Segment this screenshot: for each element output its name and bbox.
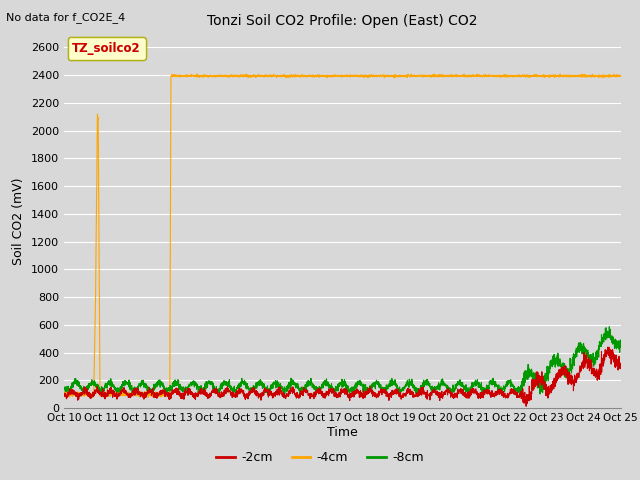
- Legend: -2cm, -4cm, -8cm: -2cm, -4cm, -8cm: [211, 446, 429, 469]
- -8cm: [60, 386, 68, 392]
- -8cm: [606, 333, 614, 339]
- -8cm: [605, 324, 613, 330]
- Text: No data for f_CO2E_4: No data for f_CO2E_4: [6, 12, 125, 23]
- -2cm: [605, 344, 612, 350]
- -4cm: [60, 394, 68, 399]
- Line: -8cm: -8cm: [64, 327, 621, 396]
- -4cm: [145, 395, 152, 400]
- Legend: TZ_soilco2: TZ_soilco2: [68, 37, 146, 60]
- Title: Tonzi Soil CO2 Profile: Open (East) CO2: Tonzi Soil CO2 Profile: Open (East) CO2: [207, 14, 477, 28]
- Line: -2cm: -2cm: [64, 347, 621, 406]
- -8cm: [157, 381, 164, 386]
- Line: -4cm: -4cm: [64, 74, 621, 397]
- -8cm: [546, 361, 554, 367]
- -8cm: [274, 379, 282, 385]
- -4cm: [124, 392, 131, 398]
- -2cm: [124, 391, 131, 396]
- -2cm: [60, 392, 68, 397]
- -4cm: [298, 72, 306, 78]
- -8cm: [124, 381, 131, 386]
- -2cm: [606, 348, 614, 353]
- -2cm: [298, 391, 305, 396]
- -4cm: [606, 73, 614, 79]
- -4cm: [547, 73, 554, 79]
- -4cm: [274, 73, 282, 79]
- -8cm: [617, 339, 625, 345]
- -8cm: [517, 394, 525, 399]
- -2cm: [274, 390, 282, 396]
- -4cm: [193, 71, 201, 77]
- -2cm: [546, 386, 554, 392]
- -2cm: [522, 403, 530, 409]
- -4cm: [617, 73, 625, 79]
- -8cm: [298, 389, 305, 395]
- -2cm: [617, 362, 625, 368]
- -4cm: [157, 394, 164, 400]
- Y-axis label: Soil CO2 (mV): Soil CO2 (mV): [12, 177, 26, 264]
- -2cm: [157, 392, 164, 397]
- X-axis label: Time: Time: [327, 426, 358, 439]
